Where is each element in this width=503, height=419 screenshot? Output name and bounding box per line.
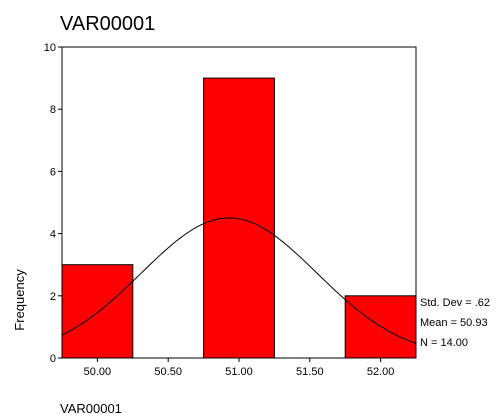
- chart-title: VAR00001: [60, 13, 155, 35]
- histogram-bar: [203, 77, 275, 359]
- y-tick-label: 0: [50, 353, 56, 365]
- y-tick-label: 2: [50, 291, 56, 303]
- stat-label: Std. Dev = .62: [420, 297, 490, 309]
- x-tick-label: 50.50: [154, 366, 182, 378]
- histogram-bar: [61, 264, 134, 359]
- x-tick-label: 50.00: [84, 366, 112, 378]
- x-axis-label: VAR00001: [60, 401, 122, 416]
- x-tick-label: 51.00: [225, 366, 253, 378]
- plot-area: 0 2 4 6 8 10 50.00 50.50 51.00 51.50 52.00: [44, 42, 417, 378]
- y-tick-label: 10: [44, 42, 56, 54]
- y-tick-label: 4: [50, 229, 56, 241]
- stat-label: N = 14.00: [420, 337, 468, 349]
- normal-curve: [61, 217, 417, 344]
- y-axis-label: Frequency: [12, 269, 27, 331]
- y-tick-label: 6: [50, 166, 56, 178]
- y-tick-label: 8: [50, 104, 56, 116]
- stats-box: Std. Dev = .62 Mean = 50.93 N = 14.00: [420, 297, 490, 349]
- x-tick-label: 51.50: [296, 366, 324, 378]
- x-tick-label: 52.00: [367, 366, 395, 378]
- stat-label: Mean = 50.93: [420, 317, 488, 329]
